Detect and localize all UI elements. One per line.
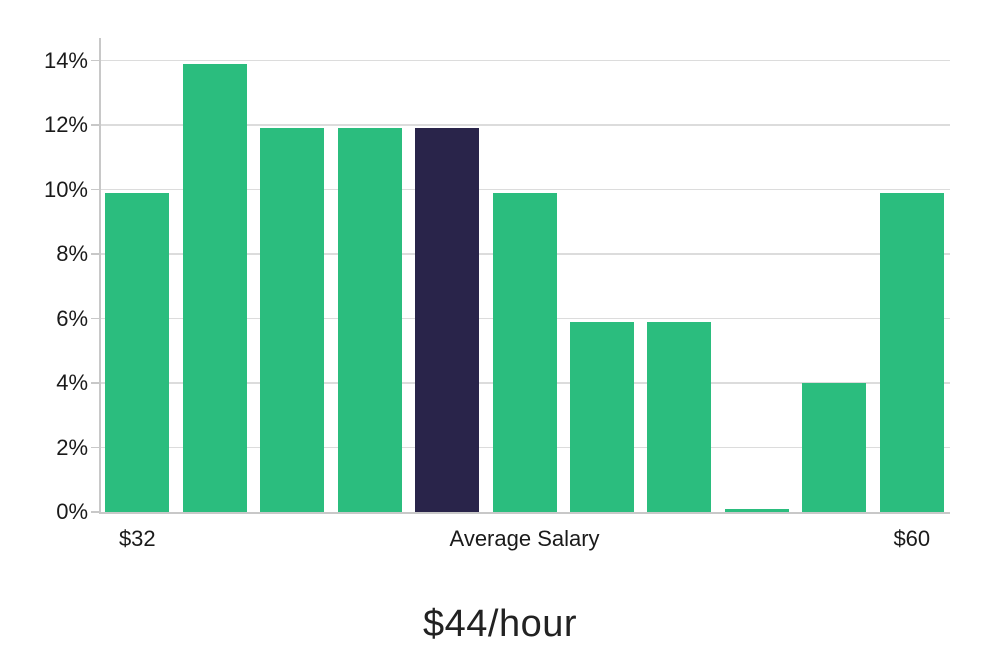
- bar: [647, 321, 712, 512]
- y-tick-mark-8%: [91, 253, 99, 255]
- y-tick-label-0%: 0%: [56, 499, 88, 524]
- x-axis-line: [99, 512, 950, 514]
- bar: [337, 128, 402, 512]
- y-tick-mark-2%: [91, 446, 99, 449]
- x-tick-label-average-salary: Average Salary: [449, 526, 600, 551]
- bar: [182, 63, 247, 512]
- bar: [724, 508, 789, 512]
- y-tick-mark-10%: [91, 188, 99, 191]
- y-tick-label-4%: 4%: [56, 370, 88, 395]
- y-tick-label-2%: 2%: [56, 434, 88, 460]
- bar: [570, 321, 634, 512]
- y-tick-mark-4%: [91, 382, 99, 384]
- x-tick-label--60: $60: [893, 526, 931, 551]
- y-tick-mark-0%: [91, 511, 99, 513]
- y-tick-mark-12%: [91, 124, 99, 126]
- bar: [260, 128, 325, 512]
- bar: [105, 192, 170, 512]
- y-tick-label-10%: 10%: [43, 176, 88, 202]
- y-tick-label-8%: 8%: [56, 241, 88, 266]
- chart-title: $44/hour: [422, 603, 577, 645]
- y-tick-label-12%: 12%: [43, 112, 88, 137]
- y-axis-line: [99, 38, 101, 514]
- bar: [879, 192, 944, 512]
- y-tick-mark-14%: [91, 59, 99, 62]
- y-tick-label-14%: 14%: [43, 47, 88, 73]
- bar: [492, 192, 557, 512]
- gridline-12%: [99, 124, 950, 126]
- bar: [802, 383, 867, 512]
- gridline-14%: [99, 59, 950, 62]
- y-tick-label-6%: 6%: [56, 305, 88, 331]
- gridline-10%: [99, 188, 950, 191]
- y-tick-mark-6%: [91, 317, 99, 320]
- bar-average-salary-highlight: [415, 128, 480, 512]
- x-tick-label--32: $32: [118, 526, 156, 551]
